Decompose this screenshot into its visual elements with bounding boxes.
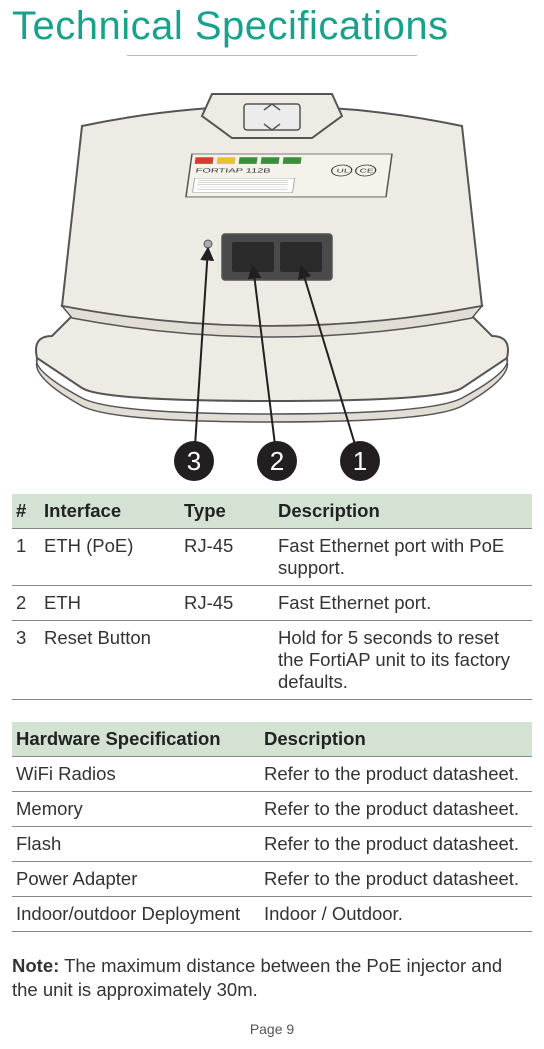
table-row: 2 ETH RJ-45 Fast Ethernet port.: [12, 586, 532, 621]
table-row: Indoor/outdoor Deployment Indoor / Outdo…: [12, 897, 532, 932]
svg-text:FORTIAP 112B: FORTIAP 112B: [195, 167, 271, 174]
reset-pinhole: [204, 240, 212, 248]
callout-badge-2: 2: [257, 441, 297, 481]
col-header-hardware: Hardware Specification: [12, 722, 260, 757]
svg-text:1: 1: [353, 446, 367, 476]
table-row: Power Adapter Refer to the product datas…: [12, 862, 532, 897]
svg-text:3: 3: [187, 446, 201, 476]
col-header-hw-description: Description: [260, 722, 532, 757]
table-row: Flash Refer to the product datasheet.: [12, 827, 532, 862]
col-header-type: Type: [180, 494, 274, 529]
page-number: Page 9: [0, 1021, 544, 1037]
table-row: Memory Refer to the product datasheet.: [12, 792, 532, 827]
table-row: 3 Reset Button Hold for 5 seconds to res…: [12, 621, 532, 700]
svg-text:UL: UL: [336, 168, 350, 174]
device-diagram: FORTIAP 112B UL CE: [12, 66, 532, 486]
svg-text:2: 2: [270, 446, 284, 476]
hardware-table: Hardware Specification Description WiFi …: [12, 722, 532, 932]
callout-badge-3: 3: [174, 441, 214, 481]
interface-table: # Interface Type Description 1 ETH (PoE)…: [12, 494, 532, 700]
col-header-interface: Interface: [40, 494, 180, 529]
title-rule: [127, 55, 417, 56]
col-header-num: #: [12, 494, 40, 529]
note-text: Note: The maximum distance between the P…: [12, 954, 532, 1002]
svg-text:CE: CE: [359, 168, 374, 174]
page-title: Technical Specifications: [12, 4, 532, 49]
callout-badge-1: 1: [340, 441, 380, 481]
table-row: 1 ETH (PoE) RJ-45 Fast Ethernet port wit…: [12, 529, 532, 586]
col-header-description: Description: [274, 494, 532, 529]
table-row: WiFi Radios Refer to the product datashe…: [12, 757, 532, 792]
device-body: FORTIAP 112B UL CE: [36, 94, 508, 422]
